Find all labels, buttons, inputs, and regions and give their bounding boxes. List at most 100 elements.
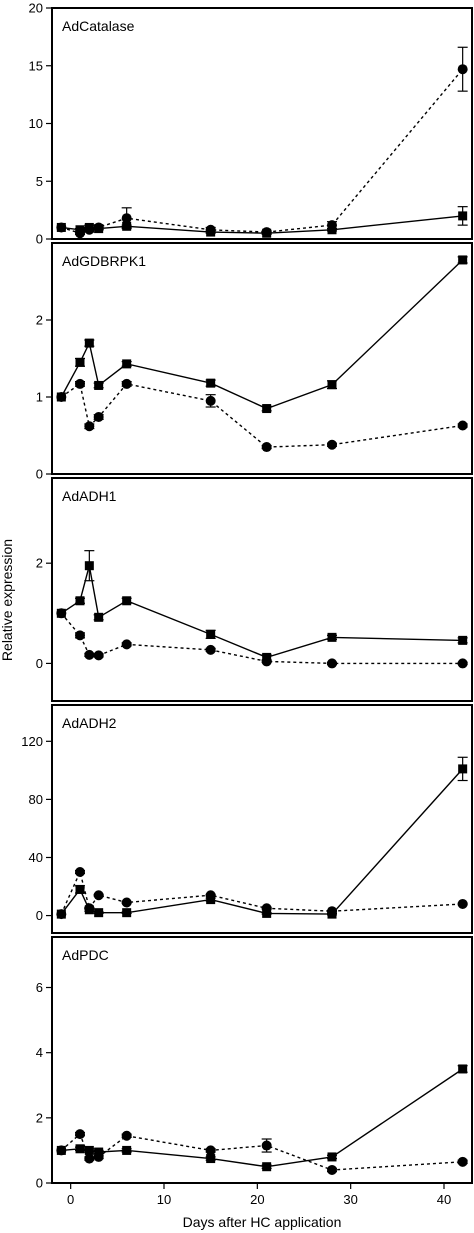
data-point-circle bbox=[56, 909, 67, 920]
data-point-square bbox=[75, 357, 85, 367]
y-tick-label: 80 bbox=[29, 792, 43, 807]
data-point-circle bbox=[75, 867, 85, 878]
x-tick-label: 30 bbox=[343, 1192, 357, 1207]
panel-adadh2: AdADH2 0 40 80 120 bbox=[21, 704, 473, 934]
data-point-circle bbox=[457, 898, 468, 909]
data-point-circle bbox=[205, 1145, 216, 1156]
y-tick-label: 1 bbox=[36, 390, 43, 405]
data-point-circle bbox=[327, 906, 337, 917]
data-point-circle bbox=[457, 420, 468, 431]
data-point-square bbox=[84, 561, 94, 571]
panel-title: AdADH2 bbox=[62, 715, 117, 731]
data-point-circle bbox=[93, 1151, 104, 1162]
data-point-square bbox=[458, 1064, 468, 1074]
data-point-circle bbox=[84, 421, 95, 432]
data-point-circle bbox=[56, 392, 67, 402]
data-point-circle bbox=[261, 903, 272, 914]
panels: AdCatalase05101520AdGDBRPK1012AdADH102Ad… bbox=[21, 1, 473, 1191]
data-point-circle bbox=[84, 1153, 95, 1164]
y-tick-label: 2 bbox=[36, 1110, 43, 1125]
y-tick-label: 2 bbox=[36, 556, 43, 571]
x-tick-label: 20 bbox=[250, 1192, 264, 1207]
data-point-circle bbox=[56, 222, 67, 233]
series-line bbox=[60, 259, 464, 410]
panel-title: AdGDBRPK1 bbox=[62, 253, 146, 269]
data-point-circle bbox=[261, 1140, 272, 1151]
y-tick-label: 6 bbox=[36, 980, 43, 995]
panel-frame bbox=[51, 704, 473, 934]
data-point-circle bbox=[327, 439, 337, 450]
y-axis-title: Relative expression bbox=[0, 539, 15, 661]
panel-adgdbrpk1: AdGDBRPK1 0 1 2 bbox=[36, 242, 473, 482]
data-point-square bbox=[94, 612, 104, 622]
y-tick-label: 5 bbox=[36, 174, 43, 189]
data-point-square bbox=[206, 1154, 216, 1164]
data-point-circle bbox=[75, 378, 85, 389]
data-point-square bbox=[458, 635, 468, 645]
x-tick-label: 0 bbox=[67, 1192, 74, 1207]
series-circle bbox=[56, 378, 468, 453]
data-point-circle bbox=[121, 378, 132, 389]
data-point-square bbox=[122, 1145, 132, 1155]
data-point-circle bbox=[205, 890, 216, 901]
data-point-square bbox=[262, 908, 272, 918]
data-point-square bbox=[75, 884, 85, 894]
y-tick-label: 2 bbox=[36, 313, 43, 328]
data-point-circle bbox=[93, 222, 104, 233]
y-tick-label: 120 bbox=[21, 734, 43, 749]
y-tick-label: 0 bbox=[36, 1176, 43, 1191]
x-axis-title: Days after HC application bbox=[183, 1214, 342, 1230]
y-tick-label: 10 bbox=[29, 116, 43, 131]
data-point-square bbox=[206, 378, 216, 388]
y-tick-label: 4 bbox=[36, 1045, 43, 1060]
series-line bbox=[60, 382, 463, 448]
x-axis: 0 10 20 30 40 bbox=[67, 1183, 451, 1207]
y-tick-label: 15 bbox=[29, 58, 43, 73]
panel-frame bbox=[51, 936, 473, 1184]
data-point-circle bbox=[261, 442, 272, 453]
data-point-circle bbox=[121, 639, 132, 650]
series-line bbox=[60, 565, 463, 659]
data-point-circle bbox=[261, 227, 272, 238]
data-point-square bbox=[458, 211, 468, 221]
y-tick-label: 0 bbox=[36, 656, 43, 671]
data-point-circle bbox=[75, 1129, 85, 1140]
data-point-square bbox=[458, 255, 468, 265]
panel-frame bbox=[51, 477, 473, 702]
series-square bbox=[56, 255, 468, 414]
data-point-circle bbox=[93, 650, 104, 661]
panel-adadh1: AdADH1 0 2 bbox=[36, 477, 473, 702]
data-point-circle bbox=[121, 213, 132, 224]
panel-frame bbox=[51, 242, 473, 475]
data-point-circle bbox=[84, 224, 95, 235]
series-circle bbox=[56, 608, 468, 669]
data-point-circle bbox=[56, 1145, 67, 1156]
data-point-square bbox=[458, 764, 468, 774]
data-point-circle bbox=[84, 649, 95, 660]
panel-title: AdPDC bbox=[62, 947, 109, 963]
series-square bbox=[56, 1064, 468, 1172]
data-point-circle bbox=[93, 412, 104, 423]
panel-title: AdCatalase bbox=[62, 18, 135, 34]
data-point-circle bbox=[205, 224, 216, 235]
series-line bbox=[60, 768, 464, 915]
series-circle bbox=[56, 867, 468, 920]
data-point-circle bbox=[261, 656, 272, 667]
panel-adcatalase: AdCatalase 0 5 10 15 20 bbox=[29, 1, 473, 247]
data-point-square bbox=[84, 1145, 94, 1155]
series-line bbox=[60, 1132, 463, 1171]
data-point-square bbox=[84, 338, 94, 348]
y-tick-label: 20 bbox=[29, 1, 43, 16]
panel-adpdc: AdPDC 0 2 4 6 bbox=[36, 936, 473, 1191]
data-point-square bbox=[262, 404, 272, 414]
panel-frame bbox=[51, 7, 473, 240]
x-tick-label: 40 bbox=[437, 1192, 451, 1207]
data-point-square bbox=[327, 380, 337, 390]
data-point-square bbox=[94, 908, 104, 918]
series-line bbox=[61, 68, 464, 234]
data-point-square bbox=[94, 380, 104, 390]
data-point-square bbox=[262, 1162, 272, 1172]
data-point-circle bbox=[84, 903, 95, 914]
y-tick-label: 0 bbox=[36, 232, 43, 247]
